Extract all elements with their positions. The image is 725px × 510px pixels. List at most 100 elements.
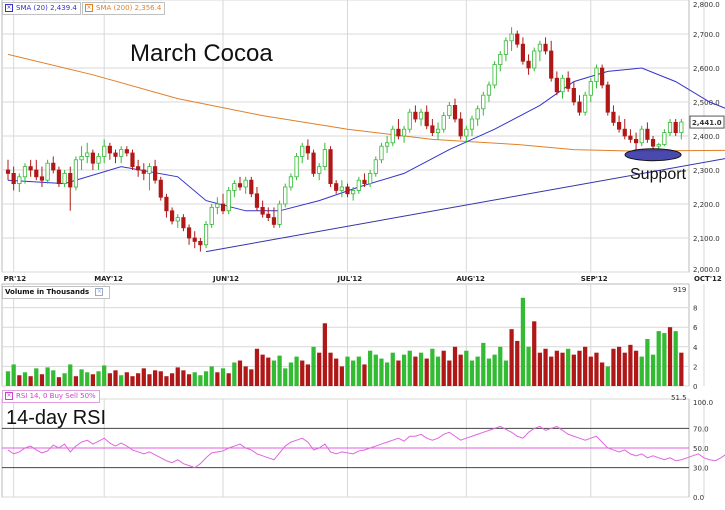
volume-bar: [435, 356, 441, 386]
sma200-line: [7, 53, 725, 152]
volume-bar: [124, 372, 129, 386]
rsi-legend[interactable]: × RSI 14, 0 Buy Sell 50%: [2, 390, 100, 403]
volume-bar: [475, 356, 480, 386]
volume-bar: [464, 350, 469, 386]
x-tick-label: JUN'12: [212, 275, 239, 283]
volume-bar: [401, 354, 407, 386]
volume-last-value: 919: [673, 286, 686, 294]
candle-body: [288, 176, 294, 188]
price-tick-label: 2,600.0: [693, 65, 720, 73]
volume-bar: [169, 373, 175, 386]
volume-bar: [68, 364, 73, 386]
candle-body: [628, 135, 633, 140]
volume-bar: [600, 362, 605, 386]
volume-bar: [136, 373, 141, 386]
volume-bar: [430, 348, 435, 386]
candle-body: [260, 206, 265, 215]
candle-body: [322, 149, 327, 168]
candle-body: [481, 94, 486, 110]
candle-body: [300, 145, 305, 157]
volume-bar: [368, 350, 373, 386]
price-tick-label: 2,800.0: [693, 1, 720, 9]
volume-bar: [458, 354, 463, 386]
volume-bar: [594, 352, 599, 386]
volume-bar: [469, 360, 475, 386]
candle-body: [515, 33, 520, 45]
price-tick-label: 2,700.0: [693, 31, 720, 39]
candle-body: [294, 155, 299, 178]
close-icon[interactable]: ×: [5, 4, 13, 12]
candle-body: [181, 217, 186, 229]
close-icon[interactable]: ×: [95, 288, 104, 296]
candle-body: [594, 67, 599, 83]
rsi-tick-label: 100.0: [693, 399, 713, 407]
candle-body: [73, 159, 78, 188]
volume-bar: [130, 376, 135, 386]
candle-body: [22, 166, 28, 178]
volume-bar: [62, 373, 67, 386]
volume-bar: [520, 297, 526, 386]
candle-body: [226, 189, 231, 212]
candle-body: [283, 186, 288, 205]
candle-body: [537, 43, 542, 52]
candle-body: [526, 60, 531, 69]
volume-legend[interactable]: Volume in Thousands ×: [2, 286, 111, 299]
volume-bar: [243, 366, 248, 386]
volume-bar: [266, 357, 271, 386]
candle-body: [673, 122, 678, 134]
volume-bar: [498, 346, 503, 386]
candle-body: [390, 128, 395, 144]
volume-bar: [339, 366, 344, 386]
price-tick-label: 2,500.0: [693, 99, 720, 107]
candle-body: [175, 217, 180, 222]
x-tick-label: MAY'12: [94, 275, 123, 283]
volume-bar: [51, 370, 56, 386]
volume-bar: [203, 371, 209, 386]
volume-bar: [186, 374, 192, 386]
candle-body: [532, 50, 537, 69]
x-tick-label: AUG'12: [456, 275, 485, 283]
candle-body: [605, 84, 610, 113]
candle-body: [617, 122, 622, 130]
volume-bar: [639, 356, 644, 386]
last-price-label: 2,441.0: [692, 119, 722, 127]
volume-bar: [45, 367, 50, 386]
candle-body: [441, 115, 446, 130]
volume-bar: [554, 350, 559, 386]
candle-body: [79, 155, 84, 161]
sma20-line: [7, 67, 725, 212]
volume-bar: [22, 372, 28, 386]
candle-body: [368, 172, 373, 184]
volume-bar: [215, 372, 220, 386]
x-tick-label: SEP'12: [581, 275, 608, 283]
candle-body: [458, 118, 463, 137]
candle-body: [164, 196, 169, 212]
volume-bar: [616, 346, 622, 386]
candle-body: [588, 81, 593, 96]
candle-body: [401, 128, 407, 137]
close-icon[interactable]: ×: [85, 4, 93, 12]
candle-body: [447, 105, 452, 117]
volume-bar: [583, 346, 588, 386]
volume-bar: [288, 362, 294, 386]
volume-bar: [356, 356, 361, 386]
candle-body: [232, 183, 237, 191]
candle-body: [554, 77, 559, 93]
candle-body: [147, 166, 152, 174]
volume-bar: [679, 352, 684, 386]
volume-bar: [322, 323, 327, 386]
volume-bar: [532, 321, 537, 386]
volume-bar: [486, 358, 492, 386]
candle-body: [435, 128, 441, 133]
candle-body: [305, 145, 310, 154]
candle-body: [237, 183, 243, 188]
sma200-legend[interactable]: × SMA (200) 2,356.4: [82, 2, 166, 15]
candle-body: [153, 166, 158, 181]
candle-body: [107, 145, 112, 154]
close-icon[interactable]: ×: [5, 392, 13, 400]
volume-bar: [566, 348, 571, 386]
sma20-legend[interactable]: × SMA (20) 2,439.4: [2, 2, 81, 15]
volume-bar: [537, 352, 543, 386]
volume-bar: [424, 358, 429, 386]
